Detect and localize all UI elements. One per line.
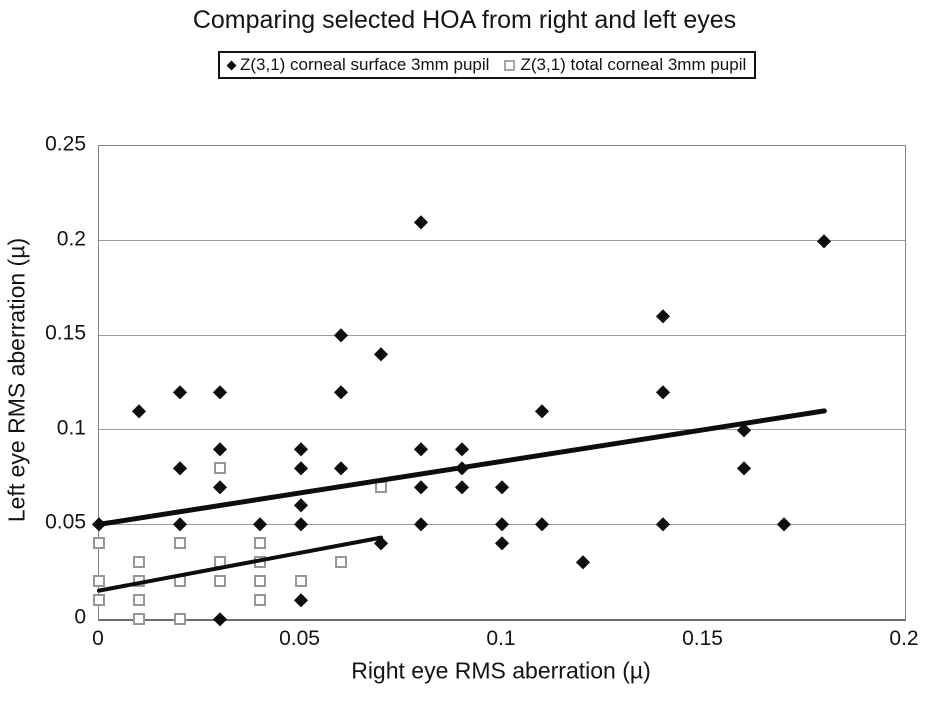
data-point-square (93, 594, 105, 607)
data-point-square (213, 575, 226, 588)
y-tick-label: 0.05 (45, 510, 86, 534)
data-point-square (213, 461, 226, 474)
x-axis-label: Right eye RMS aberration (µ) (351, 657, 651, 684)
data-point-square (133, 556, 146, 569)
y-tick-label: 0.1 (56, 416, 86, 440)
y-tick-label: 0.25 (45, 132, 86, 156)
data-point-square (254, 575, 267, 588)
gridline (99, 240, 905, 242)
x-tick-label: 0.2 (889, 627, 919, 650)
trendline-series-1 (97, 535, 384, 593)
data-point-square (334, 556, 347, 569)
plot-area (92, 145, 906, 626)
data-point-square (93, 537, 105, 550)
y-tick-label: 0.2 (56, 227, 86, 251)
y-tick-label: 0.15 (45, 321, 86, 345)
chart-title: Comparing selected HOA from right and le… (192, 6, 737, 34)
y-axis-label: Left eye RMS aberration (µ) (3, 237, 30, 523)
data-point-square (254, 537, 267, 550)
y-tick-label: 0 (74, 605, 86, 629)
legend-item-corneal-surface: Z(3,1) corneal surface 3mm pupil (226, 55, 490, 75)
legend-label-corneal-surface: Z(3,1) corneal surface 3mm pupil (240, 55, 490, 74)
gridline (99, 429, 905, 431)
legend-item-total-corneal: Z(3,1) total corneal 3mm pupil (504, 55, 746, 75)
open-square-icon (504, 59, 516, 71)
gridline (99, 334, 905, 336)
data-point-square (173, 613, 186, 625)
filled-diamond-icon (226, 60, 237, 70)
x-tick-label: 0.05 (279, 627, 320, 650)
data-point-square (133, 613, 146, 625)
legend-box: Z(3,1) corneal surface 3mm pupil Z(3,1) … (218, 51, 757, 79)
x-tick-label: 0.1 (486, 627, 516, 650)
data-point-square (254, 594, 267, 607)
x-tick-label: 0 (92, 627, 104, 650)
data-point-square (93, 575, 105, 588)
data-point-square (173, 537, 186, 550)
legend-label-total-corneal: Z(3,1) total corneal 3mm pupil (520, 55, 747, 74)
data-point-square (133, 594, 146, 607)
data-point-square (294, 575, 307, 588)
x-tick-label: 0.15 (682, 627, 723, 650)
